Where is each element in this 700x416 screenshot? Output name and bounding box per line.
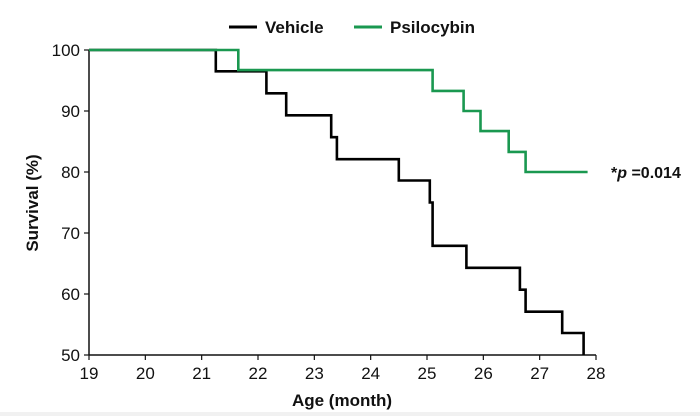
p-value-prefix: * [611,165,618,182]
legend: Vehicle Psilocybin [229,18,475,37]
x-tick-label: 26 [474,364,493,383]
axes: 19 20 21 22 23 24 25 26 27 28 50 60 70 80 90 100 [52,41,606,383]
y-tick-label: 100 [52,41,80,60]
bottom-strip [0,412,700,416]
p-value-symbol: p [616,165,627,182]
y-tick-label: 90 [61,102,80,121]
series-line-vehicle [89,48,585,355]
series-line-psilocybin [89,48,588,174]
x-tick-label: 19 [80,364,99,383]
x-tick-label: 24 [361,364,380,383]
p-value-annotation: *p =0.014 [611,165,681,182]
y-tick-label: 80 [61,163,80,182]
y-tick-label: 60 [61,285,80,304]
y-axis-title: Survival (%) [23,154,42,251]
x-tick-label: 22 [249,364,268,383]
y-ticks: 50 60 70 80 90 100 [52,41,89,365]
x-ticks: 19 20 21 22 23 24 25 26 27 28 [80,355,606,383]
series-layer [89,48,588,355]
x-tick-label: 20 [136,364,155,383]
x-tick-label: 25 [418,364,437,383]
p-value-text: =0.014 [627,165,681,182]
legend-label-psilocybin: Psilocybin [390,18,475,37]
y-tick-label: 70 [61,224,80,243]
x-axis-title: Age (month) [292,391,392,410]
y-tick-label: 50 [61,346,80,365]
x-tick-label: 21 [192,364,211,383]
x-tick-label: 28 [587,364,606,383]
legend-label-vehicle: Vehicle [265,18,324,37]
x-tick-label: 27 [530,364,549,383]
x-tick-label: 23 [305,364,324,383]
